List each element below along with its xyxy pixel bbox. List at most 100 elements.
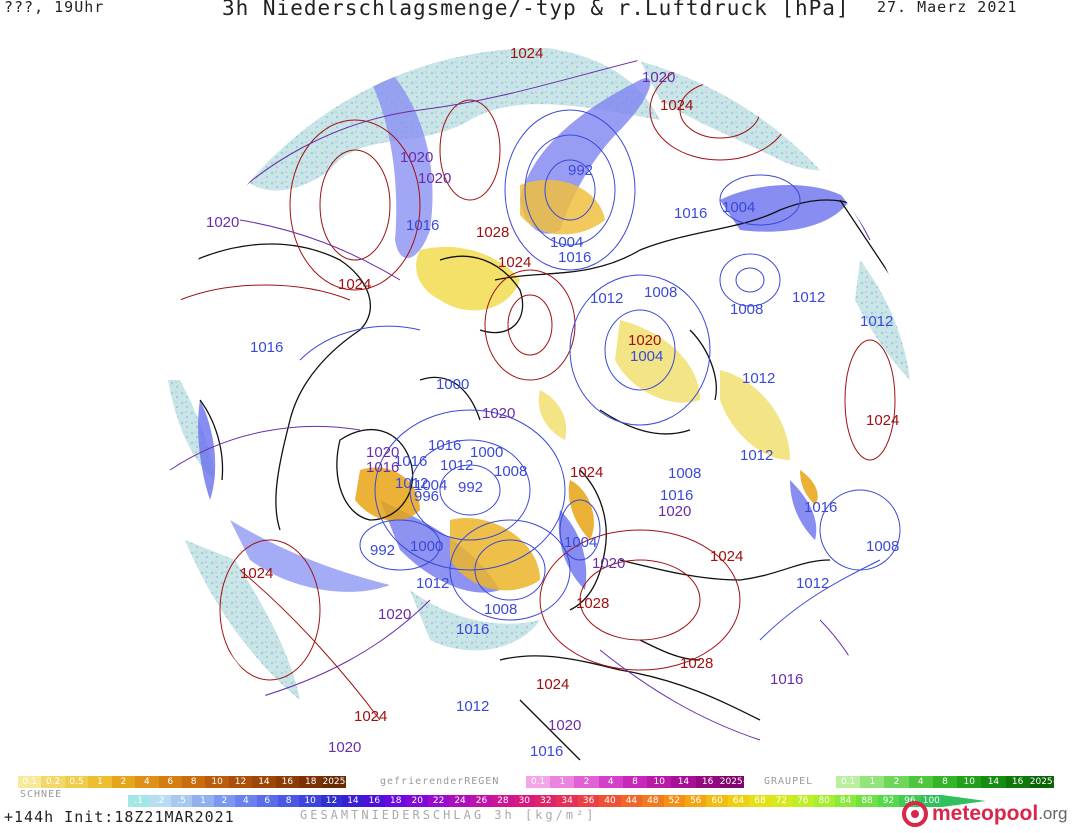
isobar-label: 1016 (456, 621, 489, 638)
isobar-label: 1024 (338, 276, 371, 293)
total-legend-cell: 22 (427, 795, 450, 807)
total-legend-cell: 40 (599, 795, 621, 807)
isobar-label: 1004 (414, 477, 447, 494)
freezing-legend-cell: 2 (574, 776, 599, 788)
map-title: 3h Niederschlagsmenge/-typ & r.Luftdruck… (222, 0, 850, 20)
total-legend-cell: 18 (385, 795, 407, 807)
isobar-label: 1024 (866, 412, 899, 429)
run-info: +144h Init:18Z21MAR2021 (4, 808, 235, 826)
isobar-label: 1012 (590, 290, 623, 307)
isobar-label: 1012 (860, 313, 893, 330)
total-legend-cell: 44 (620, 795, 643, 807)
isobar-label: 992 (458, 479, 483, 496)
isobar-label: 1024 (498, 254, 531, 271)
total-legend-cell: 20 (406, 795, 428, 807)
isobar-label: 1016 (366, 459, 399, 476)
isobar-label: 1016 (394, 453, 427, 470)
isobar-label: 1020 (206, 214, 239, 231)
isobar-label: 1012 (456, 698, 489, 715)
freezing-legend-cell: 10 (647, 776, 672, 788)
total-legend-cell: 4 (235, 795, 257, 807)
total-legend-cell: 36 (577, 795, 600, 807)
logo-text-tld: .org (1038, 804, 1068, 823)
snow-legend-cell: 4 (135, 776, 159, 788)
total-legend-cell: 16 (363, 795, 386, 807)
graupel-legend-cell: 2 (884, 776, 909, 788)
isobar-label: 1024 (536, 676, 569, 693)
freezing-legend-caption: gefrierenderREGEN (380, 776, 500, 787)
isobar-label: 1020 (378, 606, 411, 623)
graupel-legend-cell: 2025+ (1029, 776, 1054, 788)
graupel-legend-cell: 1 (860, 776, 885, 788)
isobar-label: 1020 (418, 170, 451, 187)
total-legend-cell: 14 (342, 795, 364, 807)
isobar-label: 1000 (436, 376, 469, 393)
total-legend-cell: 34 (556, 795, 578, 807)
isobar-label: 1004 (630, 348, 663, 365)
snow-legend-cell: 18 (299, 776, 323, 788)
freezing-legend-cell: 0.1 (526, 776, 551, 788)
freezing-legend-cell: 14 (671, 776, 696, 788)
isobar-label: 1016 (406, 217, 439, 234)
total-legend-cell: 88 (856, 795, 878, 807)
snow-legend-cell: 0.1 (18, 776, 42, 788)
isobar-label: 1020 (592, 555, 625, 572)
snow-legend-cell: 0.5 (64, 776, 89, 788)
forecast-time: ???, 19Uhr (4, 0, 105, 16)
isobar-label: 1024 (660, 97, 693, 114)
total-legend-cell: 72 (770, 795, 793, 807)
isobar-label: 1028 (476, 224, 509, 241)
isobar-label: 1008 (730, 301, 763, 318)
legend-arrow (942, 795, 986, 807)
freezing-legend-cell: 1 (550, 776, 575, 788)
total-legend-cell: 2 (213, 795, 236, 807)
isobar-label: 1024 (354, 708, 387, 725)
isobar-label: 1024 (570, 464, 603, 481)
isobar-label: 1000 (410, 538, 443, 555)
isobar-label: 1012 (792, 289, 825, 306)
isobar-label: 1008 (494, 463, 527, 480)
graupel-legend-cell: 14 (981, 776, 1006, 788)
isobar-label: 1004 (722, 199, 755, 216)
isobar-label: 1020 (482, 405, 515, 422)
isobar-label: 1020 (366, 444, 399, 461)
isobar-label: 992 (370, 542, 395, 559)
isobar-label: 1016 (660, 487, 693, 504)
freezing-legend-cell: 4 (598, 776, 623, 788)
isobar-label: 1004 (550, 234, 583, 251)
snow-legend-cell: 6 (158, 776, 182, 788)
total-legend-cell: 68 (749, 795, 771, 807)
isobar-label: 1012 (440, 457, 473, 474)
isobar-label: 1028 (680, 655, 713, 672)
total-legend-cell: 30 (513, 795, 536, 807)
freezing-legend-cell: 16 (695, 776, 720, 788)
graupel-legend-cell: 8 (932, 776, 958, 788)
graupel-legend-cell: 4 (908, 776, 933, 788)
total-legend-cell: 56 (684, 795, 707, 807)
snow-legend-cell: 2 (111, 776, 136, 788)
graupel-legend-cell: 16 (1005, 776, 1030, 788)
isobar-label: 1020 (548, 717, 581, 734)
snow-legend-cell: 1 (88, 776, 112, 788)
isobar-label: 992 (568, 162, 593, 179)
total-legend-cell: 60 (706, 795, 728, 807)
isobar-label: 1024 (240, 565, 273, 582)
snow-legend-cell: 0.2 (41, 776, 65, 788)
isobar-label: 1016 (804, 499, 837, 516)
isobar-label: 1008 (866, 538, 899, 555)
isobar-label: 1020 (658, 503, 691, 520)
isobar-label: 1016 (770, 671, 803, 688)
total-legend-cell: 28 (492, 795, 514, 807)
total-legend-cell: 26 (470, 795, 493, 807)
isobar-label: 1028 (576, 595, 609, 612)
snow-legend-cell: 12 (228, 776, 253, 788)
logo-mark-icon (902, 801, 928, 827)
snow-legend-cell: 10 (205, 776, 229, 788)
isobar-label: 996 (414, 488, 439, 505)
total-legend-cell: 32 (535, 795, 557, 807)
